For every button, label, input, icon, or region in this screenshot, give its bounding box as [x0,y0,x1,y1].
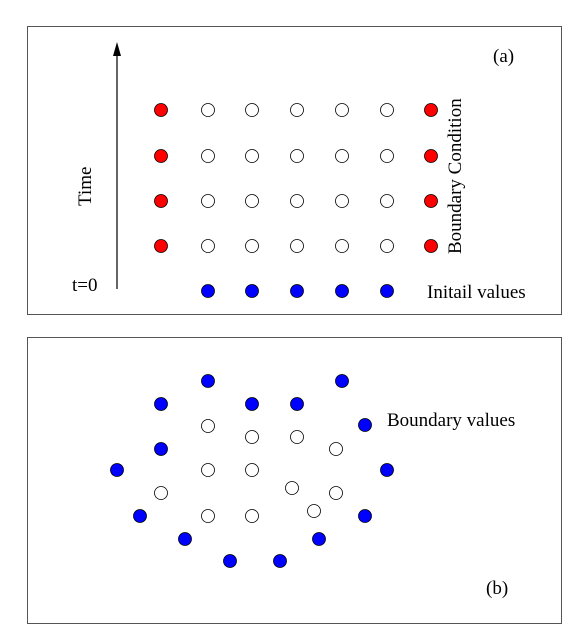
panel-b-tag: (b) [486,578,508,599]
panel-a-tag: (a) [493,46,514,67]
boundary-node [335,374,349,388]
boundary-node [424,103,438,117]
initial-values-label: Initail values [427,282,526,303]
interior-node [245,149,259,163]
interior-node [307,504,321,518]
interior-node [201,239,215,253]
boundary-node [201,374,215,388]
interior-node [329,442,343,456]
initial-value-node [380,284,394,298]
grid-nodes-b [110,374,394,568]
boundary-node [154,239,168,253]
interior-node [335,194,349,208]
interior-node [290,239,304,253]
interior-node [245,463,259,477]
boundary-node [154,149,168,163]
interior-node [380,149,394,163]
interior-node [380,239,394,253]
boundary-node [154,194,168,208]
interior-node [290,149,304,163]
boundary-node [312,532,326,546]
boundary-node [424,194,438,208]
boundary-node [178,532,192,546]
interior-node [290,103,304,117]
boundary-node [290,397,304,411]
boundary-node [154,442,168,456]
boundary-condition-label: Boundary Condition [445,98,466,254]
grid-nodes-a [154,103,438,298]
time-arrow-icon [113,42,121,289]
panel-a-frame [27,26,562,315]
interior-node [245,430,259,444]
boundary-node [358,418,372,432]
interior-node [245,194,259,208]
interior-node [245,103,259,117]
interior-node [201,149,215,163]
boundary-node [133,509,147,523]
initial-value-node [335,284,349,298]
boundary-node [424,149,438,163]
interior-node [201,509,215,523]
boundary-node [424,239,438,253]
interior-node [380,194,394,208]
interior-node [290,430,304,444]
panel-b-frame [27,337,562,624]
interior-node [285,481,299,495]
boundary-node [358,509,372,523]
interior-node [380,103,394,117]
boundary-values-label: Boundary values [387,410,515,431]
boundary-node [223,554,237,568]
interior-node [335,149,349,163]
interior-node [290,194,304,208]
initial-value-node [201,284,215,298]
boundary-node [273,554,287,568]
interior-node [201,194,215,208]
interior-node [245,509,259,523]
interior-node [335,103,349,117]
boundary-node [245,397,259,411]
interior-node [245,239,259,253]
boundary-node [154,103,168,117]
interior-node [201,103,215,117]
initial-value-node [290,284,304,298]
initial-value-node [245,284,259,298]
boundary-node [110,463,124,477]
interior-node [154,486,168,500]
interior-node [329,486,343,500]
t0-label: t=0 [72,275,98,296]
interior-node [201,463,215,477]
boundary-node [154,397,168,411]
boundary-node [380,463,394,477]
time-label: Time [75,167,96,206]
interior-node [335,239,349,253]
interior-node [201,419,215,433]
